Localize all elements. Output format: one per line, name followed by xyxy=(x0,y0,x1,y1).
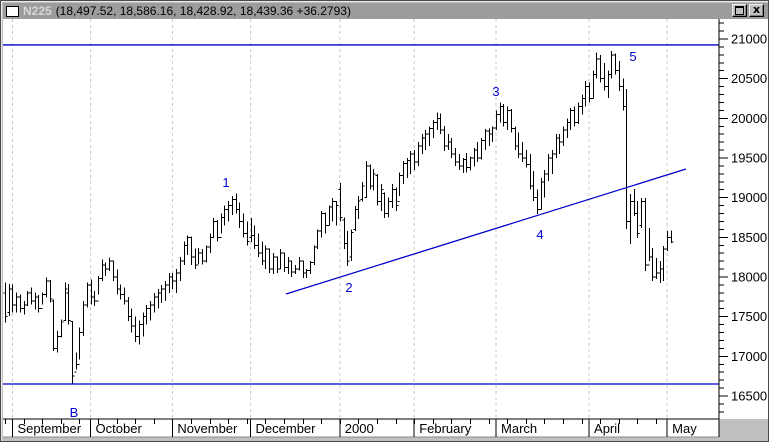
chart-background xyxy=(3,19,768,437)
elliott-wave-label: 3 xyxy=(492,84,499,99)
maximize-button[interactable] xyxy=(732,4,747,17)
close-icon: x xyxy=(752,3,761,16)
elliott-wave-label: 1 xyxy=(222,175,229,190)
elliott-wave-labels: B 1 2 3 4 5 xyxy=(70,49,637,420)
y-axis-tick-label: 17000 xyxy=(731,349,767,364)
maximize-icon xyxy=(735,5,744,15)
window-system-icon[interactable] xyxy=(6,5,19,17)
x-axis-month-label: April xyxy=(594,421,620,436)
price-bars xyxy=(3,50,674,385)
title-bar[interactable]: N225 (18,497.52, 18,586.16, 18,428.92, 1… xyxy=(3,3,768,19)
elliott-wave-label: 4 xyxy=(536,227,543,242)
y-axis-tick-label: 19500 xyxy=(731,151,767,166)
y-axis-tick-label: 20500 xyxy=(731,71,767,86)
x-axis-month-label: March xyxy=(501,421,537,436)
title-quote-values: (18,497.52, 18,586.16, 18,428.92, 18,439… xyxy=(55,4,351,18)
x-axis-month-label: October xyxy=(96,421,143,436)
month-gridlines xyxy=(11,19,668,419)
trendline xyxy=(285,168,687,295)
y-axis-tick-label: 21000 xyxy=(731,32,767,47)
window-controls: x xyxy=(730,4,764,17)
x-axis-month-label: November xyxy=(177,421,238,436)
x-axis-strip: September October November December 2000 Febr… xyxy=(3,418,720,438)
x-axis-month-label: September xyxy=(17,421,81,436)
x-axis-month-label: December xyxy=(256,421,317,436)
elliott-wave-label: 2 xyxy=(345,280,352,295)
x-axis-month-label: May xyxy=(672,421,697,436)
y-axis-tick-label: 17500 xyxy=(731,309,767,324)
title-symbol: N225 xyxy=(23,4,52,18)
y-axis-tick-label: 19000 xyxy=(731,190,767,205)
y-axis-tick-label: 20000 xyxy=(731,111,767,126)
elliott-wave-label: B xyxy=(70,405,79,420)
x-axis-month-label: 2000 xyxy=(345,421,374,436)
y-axis: 21000 20500 20000 19500 19000 18500 18000 17500… xyxy=(718,19,767,419)
close-button[interactable]: x xyxy=(749,4,764,17)
elliott-wave-label: 5 xyxy=(629,49,636,64)
y-axis-tick-label: 16500 xyxy=(731,389,767,404)
x-axis-month-label: February xyxy=(419,421,472,436)
y-axis-tick-label: 18500 xyxy=(731,230,767,245)
y-axis-tick-label: 18000 xyxy=(731,270,767,285)
